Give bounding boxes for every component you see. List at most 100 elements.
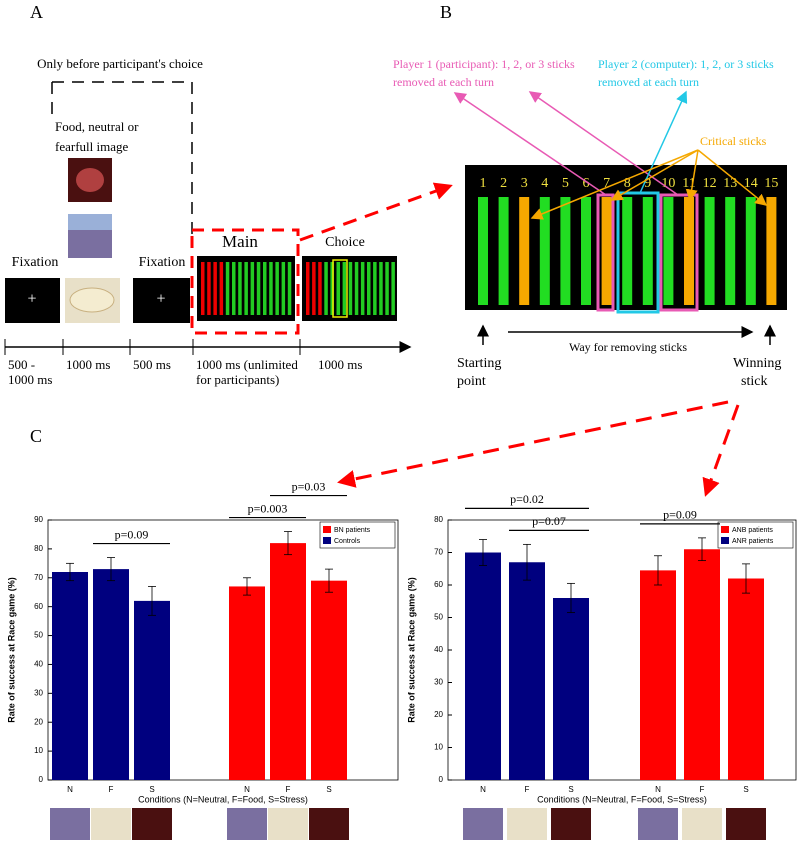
- mini-stick: [385, 262, 389, 315]
- mini-stick: [244, 262, 248, 315]
- highlight-frame: [190, 228, 300, 335]
- mini-stick: [207, 262, 211, 315]
- x-tick-label: S: [326, 785, 331, 794]
- x-tick-label: S: [149, 785, 154, 794]
- mini-stick: [312, 262, 316, 315]
- y-tick-label: 60: [34, 602, 43, 611]
- legend-swatch: [323, 537, 331, 544]
- player2-box: [616, 191, 660, 314]
- x-tick-label: N: [67, 785, 73, 794]
- start-label: point: [457, 374, 486, 389]
- start-label: Starting: [457, 356, 501, 371]
- y-tick-label: 0: [439, 775, 444, 784]
- stick-number: 7: [603, 176, 610, 191]
- y-tick-label: 30: [434, 678, 443, 687]
- stick: [601, 197, 612, 305]
- stick-number: 13: [723, 176, 737, 191]
- x-tick-label: F: [109, 785, 114, 794]
- mini-stick: [330, 262, 334, 315]
- win-label: Winning: [733, 356, 781, 371]
- x-tick-label: F: [286, 785, 291, 794]
- y-tick-label: 50: [434, 613, 443, 622]
- dashed-frame: [51, 81, 193, 240]
- y-tick-label: 60: [434, 580, 443, 589]
- fixation-screen: [133, 278, 190, 323]
- condition-image: [726, 808, 766, 840]
- mini-stick: [336, 262, 340, 315]
- way-label: Way for removing sticks: [569, 340, 687, 354]
- field-image: [68, 214, 112, 230]
- y-tick-label: 90: [34, 515, 43, 524]
- mini-stick: [348, 262, 353, 315]
- x-tick-label: N: [244, 785, 250, 794]
- bar: [684, 549, 720, 780]
- mini-stick: [238, 262, 242, 315]
- condition-image: [507, 808, 547, 840]
- mini-stick: [256, 262, 261, 315]
- stick: [766, 197, 777, 305]
- y-tick-label: 70: [434, 548, 443, 557]
- panel-label: C: [30, 426, 42, 446]
- y-axis-label: Rate of success at Race game (%): [406, 577, 416, 723]
- x-tick-label: F: [525, 785, 530, 794]
- step-label: Main: [222, 232, 258, 251]
- y-tick-label: 0: [39, 775, 44, 784]
- step-label: Choice: [325, 235, 365, 250]
- fixation-cross: +: [156, 291, 165, 308]
- y-tick-label: 30: [34, 688, 43, 697]
- mini-stick: [201, 262, 205, 315]
- condition-image: [682, 808, 722, 840]
- mini-stick: [367, 262, 371, 315]
- condition-image: [227, 808, 267, 840]
- condition-image: [132, 808, 172, 840]
- step-label: Fixation: [12, 255, 59, 270]
- caption: Food, neutral or: [55, 119, 139, 134]
- condition-image: [309, 808, 349, 840]
- x-tick-label: N: [655, 785, 661, 794]
- mini-stick: [391, 262, 395, 315]
- y-tick-label: 20: [434, 710, 443, 719]
- time-label: 1000 ms: [66, 357, 110, 372]
- condition-image: [463, 808, 503, 840]
- stick: [663, 197, 674, 305]
- stick-number: 10: [661, 176, 675, 191]
- stick-number: 1: [480, 176, 487, 191]
- stick: [745, 197, 756, 305]
- condition-image: [50, 808, 90, 840]
- mini-stick: [342, 262, 347, 315]
- fixation-cross: +: [27, 291, 36, 308]
- mini-stick: [219, 262, 224, 315]
- choice-box: [332, 259, 348, 318]
- mini-stick: [213, 262, 217, 315]
- significance-label: p=0.09: [115, 527, 149, 541]
- stick-number: 3: [521, 176, 528, 191]
- y-tick-label: 10: [434, 743, 443, 752]
- fear-image: [76, 168, 104, 192]
- y-tick-label: 70: [34, 573, 43, 582]
- y-tick-label: 50: [34, 631, 43, 640]
- mini-stick: [281, 262, 286, 315]
- mini-stick: [360, 262, 365, 315]
- y-axis-label: Rate of success at Race game (%): [6, 577, 16, 723]
- mini-stick: [263, 262, 267, 315]
- y-tick-label: 20: [34, 717, 43, 726]
- win-label: stick: [741, 374, 767, 389]
- note: Only before participant's choice: [37, 56, 203, 71]
- plot-frame: [47, 519, 399, 781]
- legend-label: BN patients: [334, 527, 371, 534]
- panel-label: A: [30, 2, 43, 22]
- cake-image: [69, 287, 115, 313]
- time-label: 500 ms: [133, 357, 171, 372]
- legend-box: [717, 521, 794, 549]
- stick-number: 9: [644, 176, 651, 191]
- pointer-arrows: [453, 90, 768, 220]
- bar: [93, 569, 129, 780]
- x-tick-label: S: [568, 785, 573, 794]
- stick-number: 15: [764, 176, 778, 191]
- link-arrow: [299, 182, 453, 242]
- critical-note: Critical sticks: [700, 134, 767, 148]
- link-arrow: [702, 404, 740, 497]
- y-tick-label: 40: [434, 645, 443, 654]
- stick: [684, 197, 694, 305]
